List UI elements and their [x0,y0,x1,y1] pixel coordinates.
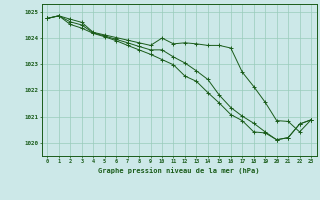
X-axis label: Graphe pression niveau de la mer (hPa): Graphe pression niveau de la mer (hPa) [99,167,260,174]
